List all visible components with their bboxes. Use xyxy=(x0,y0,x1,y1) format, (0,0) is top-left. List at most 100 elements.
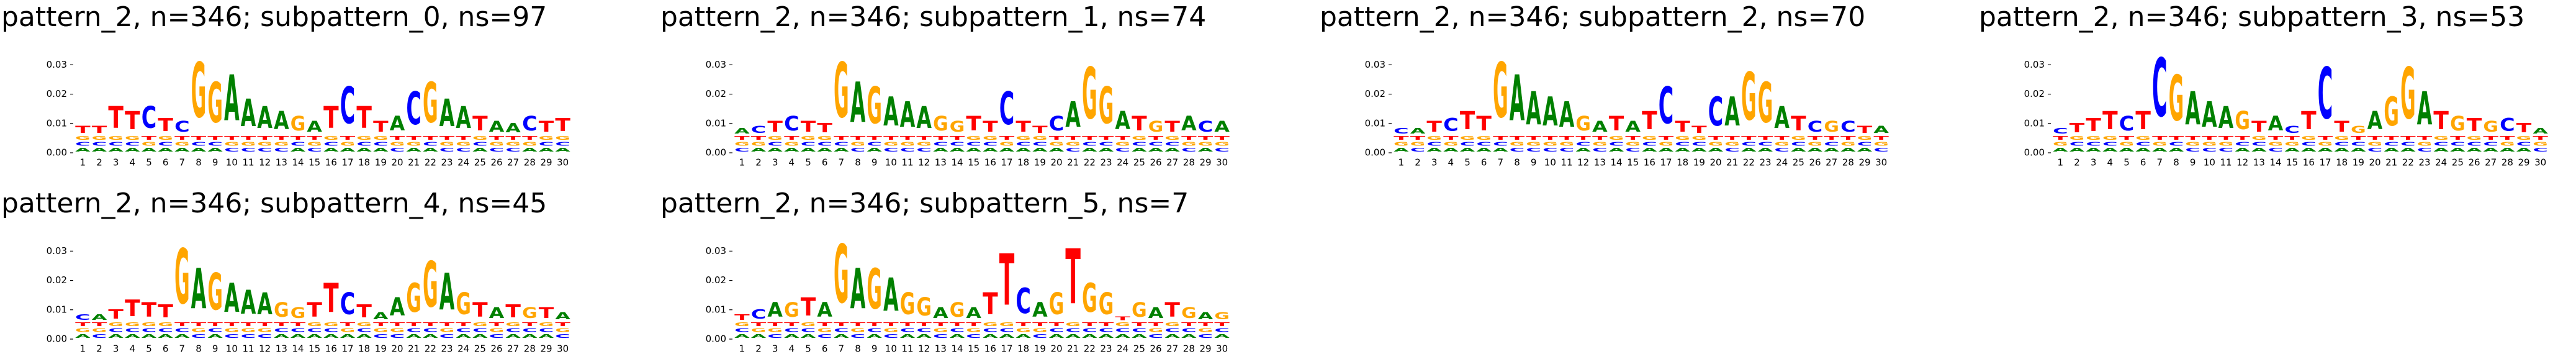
letter: A xyxy=(241,284,256,322)
letter: C xyxy=(2433,141,2449,147)
letter: A xyxy=(224,62,240,135)
letter: T xyxy=(751,135,767,141)
y-tick-label: 0.01 xyxy=(706,117,726,129)
letter: C xyxy=(2202,147,2217,153)
letter: A xyxy=(1443,147,1459,153)
letter: G xyxy=(1625,142,1641,147)
letter: C xyxy=(323,327,339,334)
letter: T xyxy=(1510,135,1525,141)
letter: T xyxy=(2384,135,2399,141)
letter: G xyxy=(1065,142,1081,147)
letter: T xyxy=(883,135,899,141)
letter: C xyxy=(191,333,207,339)
letter: T xyxy=(1164,119,1180,136)
x-tick-label: 15 xyxy=(2286,157,2298,168)
letter: A xyxy=(1132,334,1147,339)
letter: C xyxy=(1214,327,1230,334)
letter: T xyxy=(423,322,438,327)
x-tick-label: 12 xyxy=(2236,157,2248,168)
letter: A xyxy=(2135,147,2151,153)
letter: G xyxy=(850,328,866,334)
letter: C xyxy=(1148,141,1164,147)
x-tick-label: 16 xyxy=(984,157,996,168)
letter: A xyxy=(1510,62,1525,135)
letter: G xyxy=(191,47,207,135)
x-tick-label: 8 xyxy=(196,157,202,168)
letter: G xyxy=(1049,288,1065,322)
letter: G xyxy=(174,234,190,321)
y-tick-label: 0.01 xyxy=(1365,117,1385,129)
letter: T xyxy=(916,322,932,327)
letter: G xyxy=(1082,275,1097,322)
letter: A xyxy=(2102,147,2118,153)
letter: G xyxy=(539,322,554,327)
letter: A xyxy=(950,147,965,153)
letter: A xyxy=(290,334,306,339)
x-tick-label: 30 xyxy=(557,157,569,168)
letter: T xyxy=(191,135,207,141)
letter: G xyxy=(1609,135,1624,141)
letter: A xyxy=(108,334,124,339)
letter: G xyxy=(142,142,157,147)
letter: C xyxy=(489,333,505,339)
letter: A xyxy=(2467,147,2482,153)
x-tick-label: 30 xyxy=(1216,343,1228,354)
letter: G xyxy=(125,322,140,327)
x-tick-label: 6 xyxy=(163,157,169,168)
letter: G xyxy=(92,328,107,334)
letter: A xyxy=(207,147,223,153)
letter: G xyxy=(1115,322,1130,327)
letter: C xyxy=(983,327,998,334)
x-tick-label: 28 xyxy=(1183,343,1195,354)
letter: C xyxy=(2235,141,2250,147)
x-tick-label: 9 xyxy=(212,343,218,354)
letter: C xyxy=(1708,89,1724,135)
letter: A xyxy=(290,147,306,153)
letter: T xyxy=(1774,135,1790,141)
letter: G xyxy=(1214,142,1230,147)
x-tick-label: 17 xyxy=(2319,157,2331,168)
letter: T xyxy=(767,322,783,327)
x-tick-label: 19 xyxy=(375,343,387,354)
letter: A xyxy=(950,334,965,339)
x-tick-label: 10 xyxy=(885,343,897,354)
x-tick-label: 23 xyxy=(441,343,453,354)
x-tick-label: 30 xyxy=(557,343,569,354)
letter: A xyxy=(1181,112,1197,135)
letter: G xyxy=(2152,142,2168,147)
letter: G xyxy=(1691,135,1707,141)
letter: T xyxy=(1148,322,1164,327)
x-tick-label: 16 xyxy=(1644,157,1655,168)
letter: A xyxy=(1625,118,1641,135)
letter: A xyxy=(489,118,505,135)
letter: G xyxy=(1559,142,1575,147)
letter: A xyxy=(108,147,124,153)
letter: G xyxy=(522,304,538,322)
letter: A xyxy=(191,257,207,322)
letter: G xyxy=(1808,142,1823,147)
letter: C xyxy=(323,141,339,147)
letter: C xyxy=(950,141,965,147)
letter: A xyxy=(2417,83,2433,135)
x-tick-label: 7 xyxy=(1498,157,1504,168)
letter: T xyxy=(158,301,173,322)
letter: A xyxy=(1559,94,1575,135)
letter: A xyxy=(1016,147,1031,153)
letter: C xyxy=(784,327,799,334)
x-tick-label: 5 xyxy=(146,343,152,354)
letter: A xyxy=(373,147,389,153)
letter: G xyxy=(241,328,256,334)
letter: T xyxy=(390,135,405,141)
letter: A xyxy=(1032,298,1048,322)
letter: T xyxy=(2169,135,2184,141)
x-tick-label: 7 xyxy=(839,157,845,168)
letter: A xyxy=(489,304,505,322)
letter: G xyxy=(174,142,190,147)
letter: C xyxy=(1099,141,1114,147)
x-tick-label: 21 xyxy=(1067,343,1079,354)
x-tick-label: 15 xyxy=(1627,157,1639,168)
letter: C xyxy=(241,333,256,339)
letter: T xyxy=(767,119,783,136)
letter: A xyxy=(2185,83,2200,135)
letter: T xyxy=(1426,119,1442,136)
